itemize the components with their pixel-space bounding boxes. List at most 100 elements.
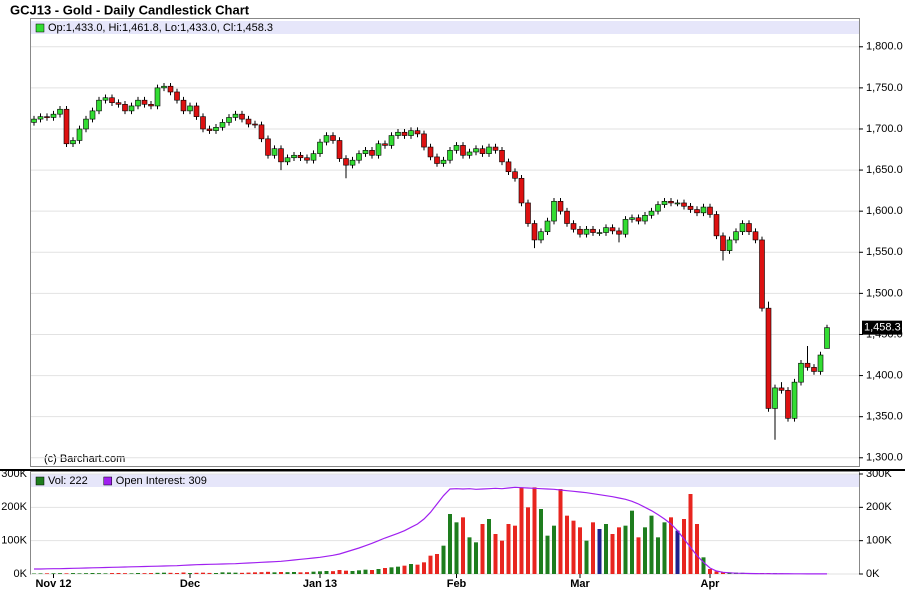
candle-body — [648, 210, 655, 216]
candle-body — [141, 99, 148, 105]
volume-bar — [565, 515, 569, 574]
candle-body — [642, 214, 648, 222]
volume-bar — [461, 517, 465, 574]
volume-bar — [532, 487, 537, 574]
candle-body — [479, 148, 486, 154]
volume-bar — [552, 525, 556, 574]
volume-bar — [688, 494, 693, 574]
y-tick-label: 1,350.0 — [866, 411, 903, 423]
candle-body — [596, 232, 603, 234]
candle-body — [343, 158, 349, 166]
candle-body — [408, 130, 414, 136]
candle-body — [668, 201, 674, 204]
candle-body — [804, 362, 811, 368]
candle-body — [193, 105, 200, 117]
candle-body — [323, 135, 330, 143]
y-tick-label-left: 300K — [1, 468, 27, 480]
candle-body — [115, 102, 122, 105]
candle-body — [388, 135, 395, 146]
volume-bar — [259, 572, 264, 574]
price-legend-swatch — [35, 23, 45, 33]
candle-body — [148, 104, 154, 107]
candle-body — [447, 150, 453, 161]
x-tick-label: Nov 12 — [35, 578, 71, 590]
volume-bar — [513, 525, 517, 574]
volume-bar — [617, 527, 621, 574]
candle-body — [434, 156, 440, 164]
candle-body — [232, 113, 239, 118]
marks: 1,300.01,350.01,400.01,450.01,500.01,550… — [1, 41, 902, 590]
x-tick-label: Dec — [180, 578, 200, 590]
volume-bar — [506, 524, 511, 574]
candle-body — [200, 116, 206, 130]
y-tick-label: 1,550.0 — [866, 246, 903, 258]
volume-bar — [181, 572, 186, 574]
last-price-label: 1,458.3 — [864, 322, 901, 334]
volume-bar — [64, 573, 69, 574]
candle-body — [187, 105, 193, 112]
volume-bar — [331, 571, 335, 574]
volume-bar — [487, 519, 491, 574]
candle-body — [557, 201, 564, 212]
price-legend-band — [31, 21, 859, 34]
legend-label: Vol: 222 — [48, 475, 88, 487]
volume-bar — [480, 524, 485, 574]
candle-body — [473, 148, 479, 153]
volume-bar — [168, 572, 173, 574]
x-tick-label: Feb — [447, 578, 467, 590]
volume-bar — [597, 529, 602, 574]
volume-bar — [669, 517, 673, 574]
volume-bar — [38, 573, 43, 574]
candle-body — [460, 145, 466, 156]
volume-bar — [318, 571, 322, 574]
candle-body — [785, 390, 791, 419]
candle-body — [720, 235, 726, 251]
candle-body — [707, 206, 713, 215]
candle-body — [362, 150, 369, 154]
volume-bar — [97, 573, 101, 574]
candle-body — [616, 230, 622, 235]
candle-body — [382, 143, 388, 146]
candle-body — [76, 128, 83, 141]
volume-bar — [357, 570, 361, 574]
volume-bar — [389, 567, 394, 574]
candle-body — [466, 151, 473, 156]
candle-body — [427, 146, 434, 158]
volume-bar — [376, 569, 381, 574]
candle-body — [811, 367, 817, 372]
candle-body — [37, 116, 44, 120]
volume-bar — [194, 572, 199, 574]
candle-body — [512, 171, 518, 179]
candle-body — [349, 159, 356, 166]
volume-bar — [155, 572, 160, 574]
candle-body — [486, 146, 492, 154]
candle-body — [271, 148, 278, 156]
candle-body — [128, 105, 135, 112]
candle-body — [687, 205, 694, 210]
volume-bar — [266, 571, 270, 574]
volume-bar — [409, 564, 413, 574]
volume-bar — [675, 530, 680, 574]
volume-bar — [84, 573, 88, 574]
candle-body — [174, 91, 180, 101]
candle-body — [817, 354, 824, 372]
candle-body — [798, 362, 804, 383]
y-tick-label: 1,600.0 — [866, 205, 903, 217]
volume-bar — [623, 525, 628, 574]
volume-bar — [103, 573, 108, 574]
volume-bar — [571, 520, 576, 574]
price-legend: Op:1,433.0, Hi:1,461.8, Lo:1,433.0, Cl:1… — [48, 22, 273, 34]
volume-bar — [370, 570, 374, 574]
price-frame — [30, 18, 860, 467]
candle-body — [57, 108, 63, 115]
volume-bar — [51, 573, 56, 574]
candle-body — [245, 118, 252, 125]
volume-bar — [90, 573, 95, 574]
volume-bar — [701, 557, 706, 574]
volume-bar — [610, 534, 615, 574]
volume-bar — [545, 535, 550, 574]
volume-bar — [493, 534, 498, 574]
volume-bar — [149, 573, 153, 574]
candle-body — [570, 223, 577, 230]
